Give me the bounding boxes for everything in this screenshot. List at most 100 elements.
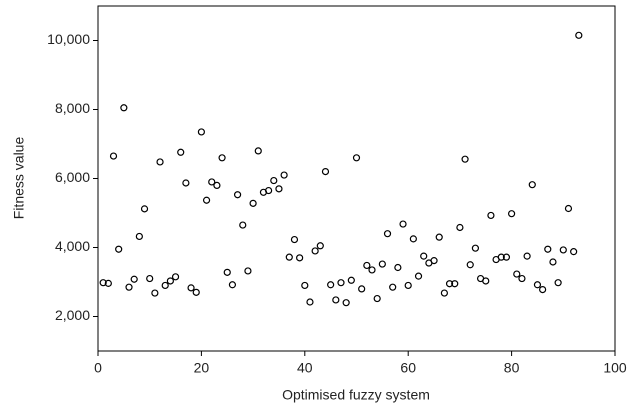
point xyxy=(99,279,107,287)
point xyxy=(151,289,159,297)
x-tick-label: 0 xyxy=(94,360,102,376)
point xyxy=(337,279,345,287)
point xyxy=(389,283,397,291)
point xyxy=(311,247,319,255)
point xyxy=(451,280,459,288)
point xyxy=(208,178,216,186)
point xyxy=(564,204,573,213)
point xyxy=(518,274,526,283)
point xyxy=(394,263,402,272)
plot-frame xyxy=(97,5,616,352)
point xyxy=(270,176,278,185)
point xyxy=(218,154,226,162)
point xyxy=(296,254,304,262)
point xyxy=(513,270,521,278)
point xyxy=(544,245,552,253)
point xyxy=(285,253,293,261)
point xyxy=(461,155,469,163)
point xyxy=(523,252,531,260)
point xyxy=(487,211,495,220)
point xyxy=(533,281,542,289)
point xyxy=(306,298,314,306)
point xyxy=(445,280,454,288)
point xyxy=(182,179,190,187)
point xyxy=(321,168,330,176)
point xyxy=(471,244,480,252)
point xyxy=(213,181,221,189)
point xyxy=(466,261,474,269)
point xyxy=(223,268,231,276)
x-tick-label: 20 xyxy=(194,360,210,376)
point xyxy=(570,248,578,256)
point xyxy=(358,285,366,293)
point xyxy=(332,296,340,304)
point xyxy=(404,281,412,290)
point xyxy=(177,148,185,156)
point xyxy=(554,279,562,287)
point xyxy=(290,235,299,244)
point xyxy=(399,220,407,228)
x-tick-label: 80 xyxy=(504,360,520,376)
x-tick-label: 60 xyxy=(400,360,416,376)
point xyxy=(549,258,557,266)
point xyxy=(140,205,149,213)
point xyxy=(280,171,288,179)
point xyxy=(440,289,448,297)
point xyxy=(197,128,205,136)
point xyxy=(456,223,464,232)
point xyxy=(120,104,128,112)
point xyxy=(254,147,262,155)
point xyxy=(378,260,386,268)
x-axis-label: Optimised fuzzy system xyxy=(282,387,430,403)
point xyxy=(135,232,143,241)
point xyxy=(125,283,133,291)
point xyxy=(249,199,257,207)
point xyxy=(130,275,138,283)
point xyxy=(373,294,381,303)
point xyxy=(244,267,252,275)
point xyxy=(575,31,583,39)
point xyxy=(342,299,350,307)
point xyxy=(146,274,154,283)
point xyxy=(265,186,273,195)
point xyxy=(409,235,417,243)
point xyxy=(275,185,283,193)
point xyxy=(156,158,164,166)
point xyxy=(233,191,242,199)
y-axis-label: Fitness value xyxy=(11,137,27,220)
point xyxy=(109,152,118,160)
y-tick-label: 10,000 xyxy=(47,31,90,47)
point xyxy=(327,281,335,289)
point xyxy=(368,266,376,274)
point xyxy=(166,277,174,285)
point xyxy=(502,253,511,261)
point xyxy=(497,253,505,261)
point xyxy=(171,273,180,281)
point xyxy=(187,284,195,292)
point xyxy=(239,221,247,229)
y-tick-label: 8,000 xyxy=(55,100,90,116)
point xyxy=(228,281,237,289)
y-tick-label: 2,000 xyxy=(55,307,90,323)
point xyxy=(482,277,490,285)
point xyxy=(347,276,355,284)
x-tick-label: 40 xyxy=(297,360,313,376)
point xyxy=(301,281,309,290)
point xyxy=(104,279,112,287)
point xyxy=(383,230,392,238)
point xyxy=(161,281,169,290)
point xyxy=(202,196,211,204)
point xyxy=(559,246,567,254)
point xyxy=(115,245,123,253)
point xyxy=(508,210,516,218)
point xyxy=(192,288,200,296)
y-tick-label: 6,000 xyxy=(55,169,90,185)
point xyxy=(435,233,443,241)
point xyxy=(539,285,547,294)
point xyxy=(430,257,438,265)
x-tick-label: 100 xyxy=(603,360,627,376)
point xyxy=(420,252,428,260)
point xyxy=(316,242,324,250)
point xyxy=(414,272,423,280)
